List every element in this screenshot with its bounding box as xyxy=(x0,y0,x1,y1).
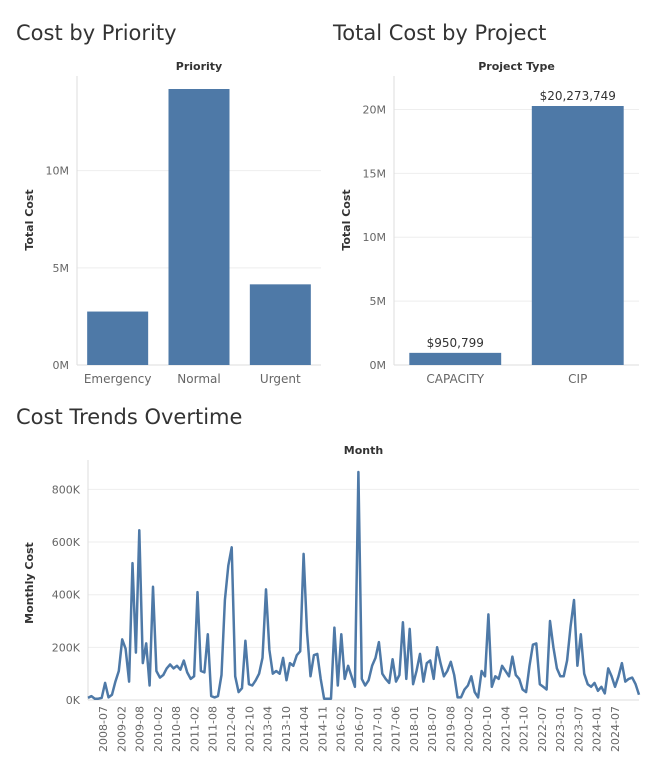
chart-0-y-axis-label: Total Cost xyxy=(23,189,36,250)
project-chart-title: Total Cost by Project xyxy=(333,21,547,45)
chart-0-x-tick-label: Urgent xyxy=(260,372,301,386)
chart-0-bar-urgent xyxy=(249,284,311,365)
chart-2-x-tick-label: 2010-08 xyxy=(170,706,183,752)
chart-2-y-axis-label: Monthly Cost xyxy=(23,542,36,624)
chart-2-x-tick-label: 2020-02 xyxy=(463,706,476,752)
chart-1-y-axis-label: Total Cost xyxy=(340,189,353,250)
chart-2-x-tick-label: 2011-08 xyxy=(207,706,220,752)
chart-1-y-tick-label: 5M xyxy=(370,295,387,308)
chart-1-data-label: $20,273,749 xyxy=(540,89,616,103)
chart-0-bar-emergency xyxy=(87,311,149,365)
chart-2-x-tick-label: 2013-10 xyxy=(280,706,293,752)
chart-2-series-line xyxy=(87,470,641,700)
chart-2-header: Month xyxy=(344,444,383,457)
chart-2-y-tick-label: 200K xyxy=(52,641,81,654)
chart-2-x-tick-label: 2011-02 xyxy=(188,706,201,752)
chart-2-y-tick-label: 600K xyxy=(52,536,81,549)
chart-2-x-tick-label: 2024-07 xyxy=(609,706,622,752)
chart-0-x-tick-label: Emergency xyxy=(84,372,152,386)
chart-0-y-tick-label: 5M xyxy=(53,262,70,275)
chart-0-x-tick-label: Normal xyxy=(177,372,220,386)
chart-2-x-tick-label: 2018-01 xyxy=(408,706,421,752)
chart-2-x-tick-label: 2014-11 xyxy=(316,706,329,752)
chart-2-x-tick-label: 2019-08 xyxy=(444,706,457,752)
chart-2-x-tick-label: 2014-04 xyxy=(298,706,311,752)
chart-2-x-tick-label: 2012-10 xyxy=(243,706,256,752)
chart-2-x-tick-label: 2021-10 xyxy=(518,706,531,752)
chart-2-x-tick-label: 2009-08 xyxy=(134,706,147,752)
chart-2-x-tick-label: 2022-07 xyxy=(536,706,549,752)
chart-1-x-tick-label: CAPACITY xyxy=(426,372,484,386)
chart-2-x-tick-label: 2012-04 xyxy=(225,706,238,752)
chart-1-header: Project Type xyxy=(478,60,555,73)
chart-2-x-tick-label: 2016-07 xyxy=(353,706,366,752)
chart-2-x-tick-label: 2009-02 xyxy=(115,706,128,752)
chart-0-y-tick-label: 0M xyxy=(53,359,70,372)
chart-2-x-tick-label: 2018-07 xyxy=(426,706,439,752)
chart-2-x-tick-label: 2023-07 xyxy=(572,706,585,752)
chart-2-x-tick-label: 2016-02 xyxy=(335,706,348,752)
chart-2-x-tick-label: 2013-04 xyxy=(262,706,275,752)
chart-1-bar-cip xyxy=(531,106,624,365)
chart-2-x-tick-label: 2023-01 xyxy=(554,706,567,752)
chart-2-y-tick-label: 400K xyxy=(52,589,81,602)
chart-2-x-tick-label: 2020-10 xyxy=(481,706,494,752)
chart-2-x-tick-label: 2008-07 xyxy=(97,706,110,752)
chart-1-y-tick-label: 15M xyxy=(363,167,387,180)
chart-2-y-tick-label: 0K xyxy=(66,694,81,707)
chart-0-bar-normal xyxy=(168,89,230,365)
trend-chart-title: Cost Trends Overtime xyxy=(16,405,243,429)
chart-2-x-tick-label: 2017-01 xyxy=(371,706,384,752)
chart-2-x-tick-label: 2010-02 xyxy=(152,706,165,752)
chart-1-data-label: $950,799 xyxy=(427,336,484,350)
chart-2-x-tick-label: 2017-06 xyxy=(390,706,403,752)
chart-1-x-tick-label: CIP xyxy=(568,372,587,386)
chart-1-y-tick-label: 0M xyxy=(370,359,387,372)
chart-1-y-tick-label: 20M xyxy=(363,103,387,116)
chart-1-y-tick-label: 10M xyxy=(363,231,387,244)
priority-chart-title: Cost by Priority xyxy=(16,21,177,45)
chart-2-x-tick-label: 2021-04 xyxy=(499,706,512,752)
chart-0-y-tick-label: 10M xyxy=(46,165,70,178)
chart-2-x-tick-label: 2024-01 xyxy=(591,706,604,752)
chart-1-bar-capacity xyxy=(409,352,502,365)
chart-0-header: Priority xyxy=(176,60,222,73)
chart-2-y-tick-label: 800K xyxy=(52,483,81,496)
